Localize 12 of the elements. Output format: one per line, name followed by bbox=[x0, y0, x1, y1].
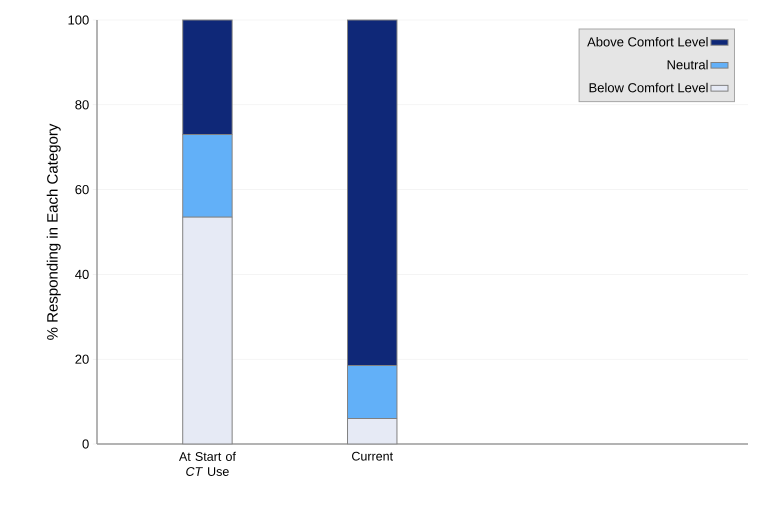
x-tick-label: Current bbox=[352, 452, 393, 461]
legend-label: Neutral bbox=[668, 60, 708, 70]
y-tick-label: 60 bbox=[75, 184, 89, 194]
x-tick-label: At Start of CT Use bbox=[178, 452, 236, 476]
y-tick-label: 80 bbox=[75, 100, 89, 110]
legend-label: Above Comfort Level bbox=[587, 36, 708, 47]
y-tick-label: 100 bbox=[68, 15, 89, 25]
y-tick-label: 40 bbox=[75, 270, 89, 279]
y-tick-label: 20 bbox=[75, 354, 89, 364]
y-axis-title: % Responding in Each Category bbox=[46, 124, 61, 340]
y-tick-label: 0 bbox=[82, 439, 89, 449]
legend-label: Below Comfort Level bbox=[590, 82, 708, 92]
